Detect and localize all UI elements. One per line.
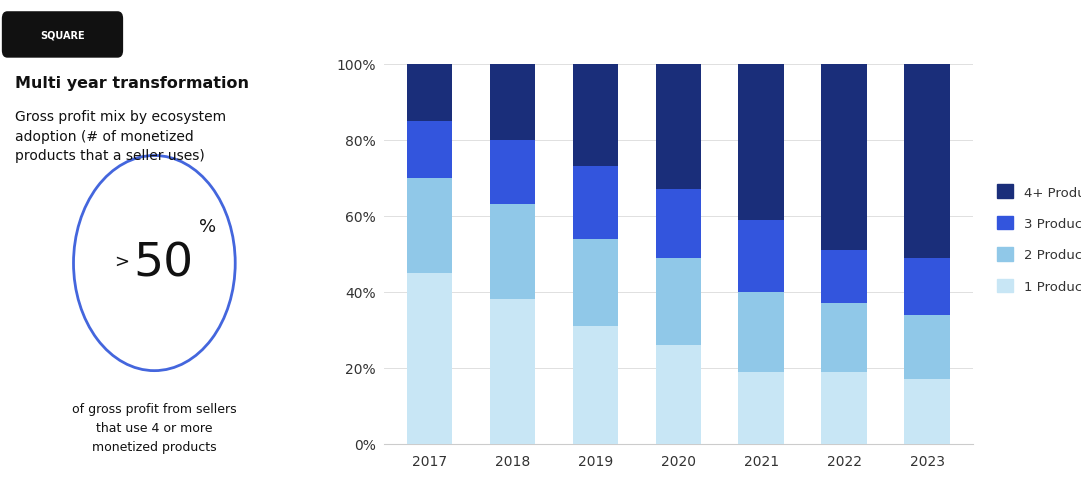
Bar bbox=[655, 346, 702, 444]
Bar bbox=[738, 64, 784, 220]
Bar bbox=[490, 64, 535, 141]
Bar bbox=[573, 326, 618, 444]
Bar bbox=[905, 258, 950, 315]
Text: %: % bbox=[199, 218, 216, 236]
FancyBboxPatch shape bbox=[2, 12, 123, 59]
Text: Gross profit mix by ecosystem
adoption (# of monetized
products that a seller us: Gross profit mix by ecosystem adoption (… bbox=[15, 110, 226, 163]
Bar bbox=[822, 64, 867, 250]
Text: of gross profit from sellers
that use 4 or more
monetized products: of gross profit from sellers that use 4 … bbox=[72, 403, 237, 453]
Bar bbox=[573, 167, 618, 239]
Bar bbox=[655, 64, 702, 190]
Bar bbox=[905, 64, 950, 258]
Bar bbox=[822, 250, 867, 304]
Bar bbox=[655, 190, 702, 258]
Bar bbox=[406, 64, 452, 122]
Bar bbox=[490, 205, 535, 300]
Bar bbox=[822, 304, 867, 372]
Bar bbox=[738, 220, 784, 292]
Bar bbox=[573, 64, 618, 167]
Bar bbox=[406, 273, 452, 444]
Bar bbox=[406, 122, 452, 179]
Bar bbox=[655, 258, 702, 346]
Text: 50: 50 bbox=[133, 241, 193, 286]
Bar bbox=[822, 372, 867, 444]
Bar bbox=[905, 315, 950, 380]
Bar bbox=[738, 372, 784, 444]
Bar bbox=[490, 300, 535, 444]
Legend: 4+ Products, 3 Products, 2 Products, 1 Product: 4+ Products, 3 Products, 2 Products, 1 P… bbox=[997, 185, 1081, 293]
Bar bbox=[905, 380, 950, 444]
Text: SQUARE: SQUARE bbox=[40, 30, 84, 40]
Bar bbox=[738, 292, 784, 372]
Bar bbox=[490, 141, 535, 205]
Text: >: > bbox=[114, 252, 129, 270]
Bar bbox=[406, 179, 452, 273]
Bar bbox=[573, 239, 618, 326]
Text: Multi year transformation: Multi year transformation bbox=[15, 76, 249, 91]
